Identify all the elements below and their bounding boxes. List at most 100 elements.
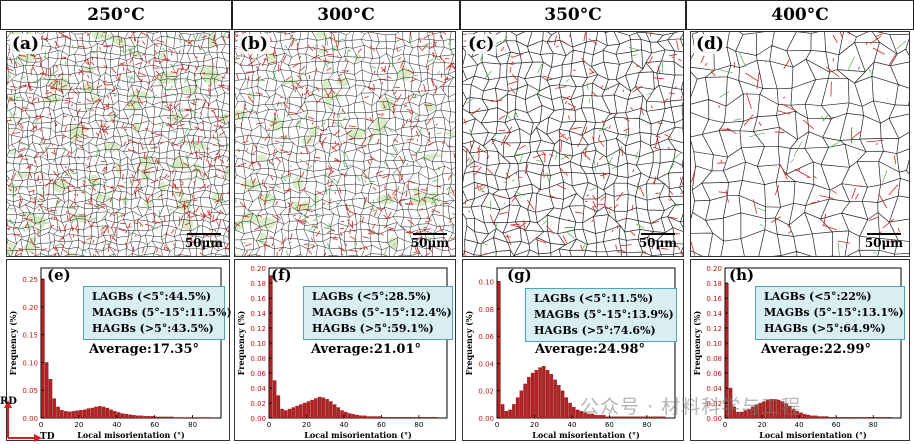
histogram-bar	[780, 401, 785, 419]
y-tick-label: 0.00	[706, 415, 722, 423]
histogram-bar	[162, 416, 166, 419]
x-tick-label: 0	[267, 421, 271, 429]
histogram-bar	[291, 407, 296, 419]
histogram-bar	[317, 396, 322, 419]
histogram-bar	[765, 399, 770, 419]
chart-f: 0.00 0.02 0.04 0.06 0.08 0.10 0.12 0.14 0.16 0.18…	[234, 259, 456, 441]
histogram-bar	[389, 417, 393, 419]
histogram-bar	[158, 416, 163, 419]
y-axis-label: Frequency (%)	[8, 310, 18, 375]
histogram-bar	[635, 416, 640, 419]
micro-map-a: (a) 50μm	[6, 31, 230, 257]
y-tick-label: 0.12	[706, 325, 722, 333]
y-tick-label: 0.14	[250, 310, 266, 318]
y-tick-label: 0.10	[22, 359, 38, 367]
x-axis-label: Local misorientation (°)	[77, 430, 185, 440]
histogram-bar	[344, 411, 348, 419]
histogram-bar	[314, 398, 318, 419]
watermark: 公众号 · 材料科学与工程	[580, 396, 802, 418]
histogram-bar	[802, 414, 807, 419]
x-tick-label: 60	[832, 421, 841, 429]
histogram-bar	[877, 417, 881, 419]
histogram-bar	[784, 403, 788, 419]
histogram-bar	[60, 410, 64, 419]
histogram-bar	[806, 414, 811, 419]
histogram-bar	[377, 416, 382, 419]
histogram-bar	[90, 407, 94, 419]
micro-map-d: (d) 50μm	[690, 31, 910, 257]
histogram-bar	[549, 374, 554, 419]
histogram-bar	[523, 383, 527, 419]
histogram-bar	[847, 417, 851, 419]
td-label: TD	[40, 432, 55, 442]
y-tick-label: 0.25	[22, 276, 38, 284]
y-tick-label: 0.08	[250, 355, 266, 363]
magbs-text-f: MAGBs (5°-15°:12.4%)	[312, 306, 452, 319]
histogram-bar	[617, 416, 621, 419]
y-tick-label: 0.06	[478, 333, 494, 341]
histogram-bar	[587, 413, 591, 419]
x-tick-label: 80	[188, 421, 197, 429]
y-tick-label: 0.20	[22, 304, 38, 312]
histogram-bar	[747, 408, 751, 419]
histogram-bar	[732, 406, 736, 419]
histogram-bar	[151, 416, 155, 419]
scale-bar-d: 50μm	[865, 233, 903, 250]
x-tick-label: 20	[758, 421, 767, 429]
histogram-bar	[79, 410, 83, 419]
y-tick-label: 0.15	[22, 332, 38, 340]
histogram-bar	[508, 409, 512, 419]
micro-map-b: (b) 50μm	[234, 31, 456, 257]
histogram-bar	[105, 407, 110, 419]
average-g: Average:24.98°	[535, 342, 646, 357]
histogram-bar	[71, 411, 75, 419]
histogram-f: 0.00 0.02 0.04 0.06 0.08 0.10 0.12 0.14 0.16 0.18…	[236, 265, 448, 440]
histogram-bar	[758, 402, 762, 419]
histogram-bar	[613, 416, 617, 419]
chart-h: 0.00 0.02 0.04 0.06 0.08 0.10 0.12 0.14 0.16 0.18…	[690, 259, 910, 441]
histogram-bar	[560, 390, 565, 419]
histogram-bar	[207, 417, 212, 419]
histogram-bar	[590, 413, 595, 419]
histogram-bar	[177, 417, 182, 419]
header-400: 400°C	[686, 0, 914, 30]
y-tick-label: 0.00	[250, 415, 266, 423]
histogram-bar	[116, 412, 121, 419]
panel-label-c: (c)	[466, 34, 497, 54]
header-300: 300°C	[232, 0, 460, 30]
y-tick-label: 0.10	[250, 340, 266, 348]
histogram-bar	[854, 417, 859, 419]
histogram-bar	[188, 417, 193, 419]
y-axis-label: Frequency (%)	[236, 310, 246, 375]
histogram-bar	[128, 414, 132, 419]
histogram-bar	[500, 404, 505, 419]
histogram-bar	[419, 417, 423, 419]
histogram-bar	[204, 417, 208, 419]
header-250: 250°C	[0, 0, 232, 30]
histogram-bar	[832, 417, 837, 419]
x-tick-label: 60	[150, 421, 159, 429]
grain-map-a	[7, 32, 229, 256]
x-tick-label: 0	[39, 421, 43, 429]
chart-g: 0.00 0.02 0.04 0.06 0.08 0.10 0 20 40 60 80 Local m…	[462, 259, 684, 441]
histogram-bar	[810, 415, 814, 419]
histogram-bar	[124, 413, 129, 419]
histogram-bar	[396, 417, 401, 419]
x-tick-label: 0	[723, 421, 727, 429]
histogram-bar	[381, 417, 386, 419]
histogram-bar	[310, 399, 314, 419]
x-axis-label: Local misorientation (°)	[532, 430, 640, 440]
x-tick-label: 20	[530, 421, 539, 429]
histogram-bar	[56, 406, 60, 419]
y-tick-label: 0.00	[478, 415, 494, 423]
histogram-bar	[817, 416, 822, 419]
histogram-bar	[82, 409, 87, 419]
histogram-bar	[869, 417, 874, 419]
histogram-bar	[662, 416, 666, 419]
y-tick-label: 0.18	[250, 280, 266, 288]
histogram-bar	[504, 411, 509, 419]
histogram-bar	[392, 417, 397, 419]
histogram-bar	[884, 417, 888, 419]
scale-bar-b: 50μm	[411, 233, 449, 250]
